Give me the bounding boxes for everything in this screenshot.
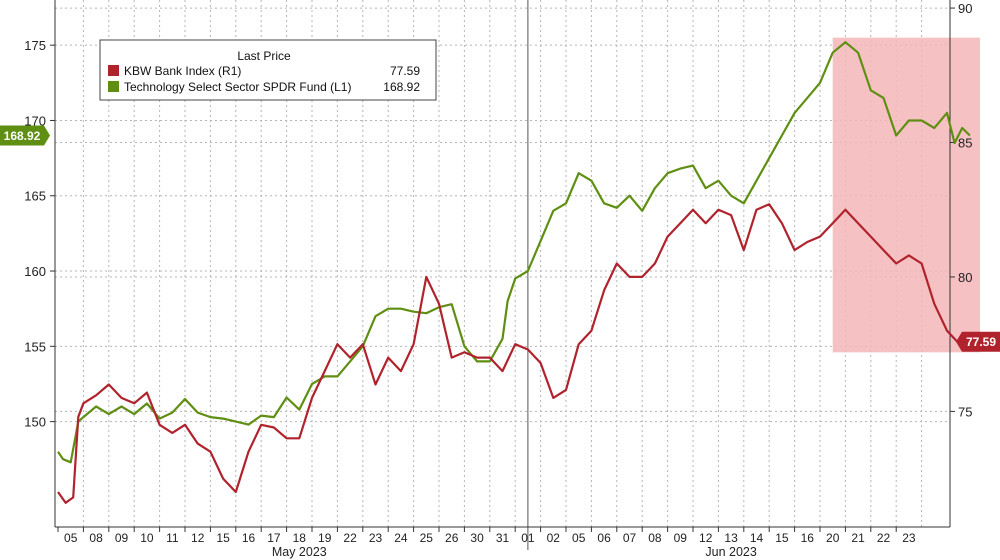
left-tick-label: 175	[24, 38, 46, 53]
x-tick-label: 06	[597, 531, 611, 545]
x-tick-label: 16	[801, 531, 815, 545]
legend-swatch-tech	[108, 81, 119, 92]
left-tick-label: 155	[24, 339, 46, 354]
right-tick-label: 90	[958, 1, 972, 16]
x-tick-label: 22	[877, 531, 891, 545]
right-tick-label: 80	[958, 270, 972, 285]
series-line-technology-fund	[57, 41, 971, 464]
x-tick-label: 09	[115, 531, 129, 545]
last-price-badge: 168.92	[0, 125, 50, 146]
x-tick-label: 01	[521, 531, 535, 545]
left-tick-label: 150	[24, 415, 46, 430]
month-label: May 2023	[272, 545, 327, 559]
x-tick-label: 11	[166, 531, 179, 545]
grid-lines	[55, 0, 950, 550]
x-tick-label: 05	[572, 531, 586, 545]
last-price-badges: 168.92 77.59	[0, 125, 1000, 352]
x-tick-label: 02	[547, 531, 561, 545]
x-tick-label: 25	[420, 531, 434, 545]
x-tick-label: 20	[826, 531, 840, 545]
series-lines	[57, 41, 971, 504]
legend-box	[99, 39, 437, 101]
x-tick-label: 23	[369, 531, 383, 545]
x-tick-label: 05	[64, 531, 78, 545]
x-tick-label: 10	[140, 531, 154, 545]
highlight-region	[832, 37, 981, 353]
legend-value-tech: 168.92	[383, 80, 420, 94]
legend-label-bank: KBW Bank Index (R1)	[124, 64, 241, 78]
left-tick-label: 170	[24, 113, 46, 128]
x-tick-label: 26	[445, 531, 459, 545]
x-tick-label: 14	[750, 531, 764, 545]
legend-title: Last Price	[237, 49, 291, 63]
x-tick-label: 24	[394, 531, 408, 545]
badge-shape	[956, 331, 1000, 352]
x-tick-label: 18	[293, 531, 307, 545]
x-tick-label: 15	[216, 531, 230, 545]
left-tick-label: 165	[24, 189, 46, 204]
badge-shape	[0, 125, 50, 146]
x-tick-label: 23	[902, 531, 916, 545]
x-tick-label: 08	[89, 531, 103, 545]
x-tick-label: 21	[851, 531, 865, 545]
x-tick-label: 19	[318, 531, 332, 545]
x-tick-label: 09	[674, 531, 688, 545]
x-tick-label: 12	[699, 531, 713, 545]
badge-label: 77.59	[966, 335, 996, 349]
right-tick-label: 85	[958, 136, 972, 151]
badge-label: 168.92	[4, 129, 41, 143]
x-tick-label: 07	[623, 531, 637, 545]
axes: 150 155 160 165 170 175 75 80 85 90 05 08 09 10 11 12 15…	[24, 0, 972, 559]
x-tick-label: 13	[724, 531, 738, 545]
series-line-kbw-bank-index	[57, 203, 971, 504]
x-tick-label: 16	[242, 531, 256, 545]
legend: Last Price KBW Bank Index (R1) 77.59 Tec…	[99, 39, 437, 101]
legend-swatch-bank	[108, 65, 119, 76]
x-tick-label: 31	[496, 531, 510, 545]
x-tick-label: 17	[267, 531, 281, 545]
legend-value-bank: 77.59	[390, 64, 420, 78]
legend-label-tech: Technology Select Sector SPDR Fund (L1)	[124, 80, 351, 94]
x-tick-label: 08	[648, 531, 662, 545]
x-tick-label: 15	[775, 531, 789, 545]
x-tick-label: 12	[191, 531, 205, 545]
last-price-badge: 77.59	[956, 331, 1000, 352]
month-label: Jun 2023	[705, 545, 756, 559]
right-tick-label: 75	[958, 404, 972, 419]
x-tick-label: 22	[343, 531, 357, 545]
left-tick-label: 160	[24, 264, 46, 279]
x-tick-label: 30	[470, 531, 484, 545]
